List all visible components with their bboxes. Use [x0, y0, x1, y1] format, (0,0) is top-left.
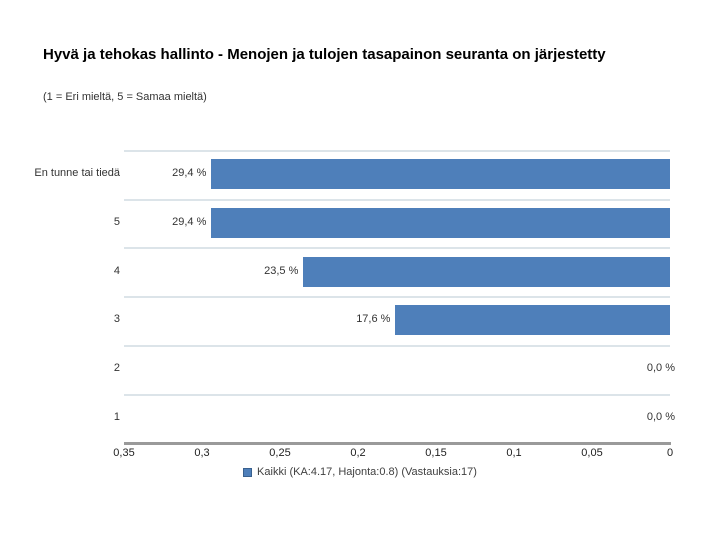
- value-label: 29,4 %: [172, 167, 207, 180]
- value-label: 23,5 %: [264, 264, 299, 277]
- category-label: 1: [113, 410, 120, 423]
- x-axis-line: [124, 442, 671, 445]
- bar: [211, 159, 670, 190]
- gridline: [124, 393, 670, 396]
- x-tick-label: 0,15: [425, 447, 447, 459]
- category-label: 4: [113, 264, 120, 277]
- category-label: 3: [113, 313, 120, 326]
- x-tick-label: 0,25: [269, 447, 291, 459]
- bar: [211, 208, 670, 239]
- gridline: [124, 344, 670, 347]
- category-label: 2: [113, 362, 120, 375]
- category-label: 5: [113, 216, 120, 229]
- bar: [303, 256, 670, 287]
- page-title: Hyvä ja tehokas hallinto - Menojen ja tu…: [43, 46, 606, 63]
- x-tick-label: 0: [666, 447, 674, 459]
- gridline: [124, 296, 670, 299]
- gridline: [124, 198, 670, 201]
- value-label: 0,0 %: [646, 410, 675, 423]
- gridline: [124, 247, 670, 250]
- x-tick-label: 0,1: [506, 447, 522, 459]
- x-tick-label: 0,05: [581, 447, 603, 459]
- chart-subtitle: (1 = Eri mieltä, 5 = Samaa mieltä): [43, 91, 207, 103]
- gridline: [124, 150, 670, 152]
- legend-marker-icon: [243, 467, 253, 477]
- legend: Kaikki (KA:4.17, Hajonta:0.8) (Vastauksi…: [0, 466, 720, 478]
- value-label: 17,6 %: [356, 313, 391, 326]
- legend-label: Kaikki (KA:4.17, Hajonta:0.8) (Vastauksi…: [257, 466, 477, 478]
- value-label: 0,0 %: [646, 362, 675, 375]
- x-tick-label: 0,3: [194, 447, 210, 459]
- category-label: En tunne tai tiedä: [34, 167, 120, 180]
- x-tick-label: 0,2: [350, 447, 366, 459]
- bar: [395, 305, 670, 336]
- value-label: 29,4 %: [172, 216, 207, 229]
- x-tick-label: 0,35: [113, 447, 135, 459]
